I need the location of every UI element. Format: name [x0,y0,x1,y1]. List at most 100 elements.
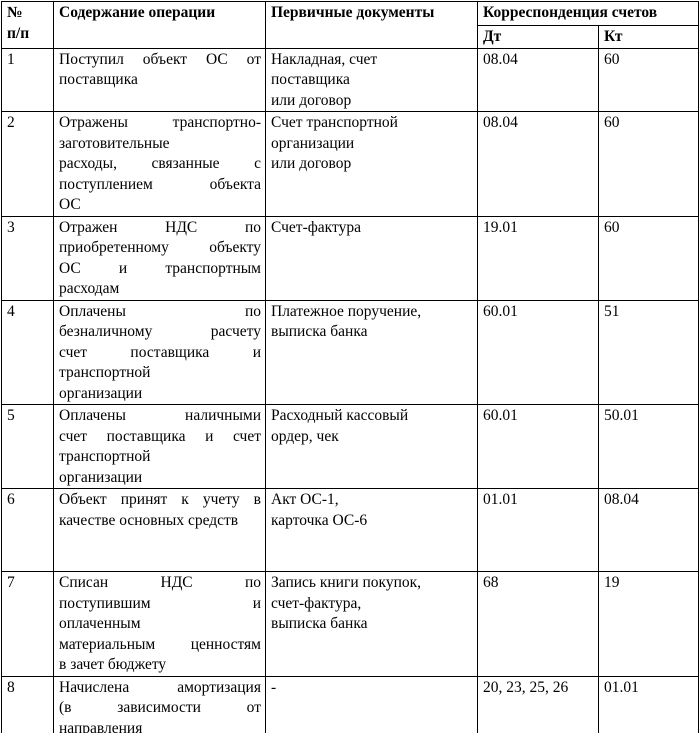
text-line: поставщика [59,71,138,88]
credit-account: 60 [597,111,700,217]
header-correspondence: Корреспонденция счетов [476,1,700,26]
credit-account: 60 [597,215,700,301]
debit-account: 60.01 [477,299,599,405]
header-documents: Первичные документы [265,1,478,49]
text-line: 01.01 [483,491,518,508]
text-line: материальным ценностям [59,635,261,653]
table-row: 1 Поступил объект ОС от поставщика Накладна… [1,47,700,112]
text-line: ОС [59,196,81,213]
text-line: Списан НДС по [59,574,261,591]
text-line: счет поставщика и счет [59,427,261,445]
text-line: 2 [7,114,15,131]
table-row: 7 Списан НДС по поступившим и оплаченным мат… [1,571,700,677]
debit-account: 60.01 [477,404,599,489]
primary-documents: - [265,675,478,733]
row-number: 1 [1,47,54,112]
text-line: 08.04 [483,50,518,68]
text-line: Поступил объект ОС от [59,50,261,68]
text-line: Накладная, счет [271,50,378,68]
primary-documents: Акт ОС-1, карточка ОС-6 [265,488,478,572]
text-line: 60 [604,114,620,131]
debit-account: 20, 23, 25, 26 [477,675,599,733]
row-number: 8 [1,675,54,733]
credit-account: 50.01 [597,404,700,489]
text-line: 8 [7,678,15,696]
text-line: оплаченным [59,615,141,632]
row-number: 2 [1,111,54,217]
text-line: 60.01 [483,302,518,320]
row-number: 6 [1,488,54,572]
text-line: 01.01 [604,678,639,696]
text-line: Счет-фактура [271,218,361,236]
text-line: № [7,4,23,21]
text-line: ордер, чек [271,427,339,445]
operation-content: Отражены транспортно-заготовительные расх… [53,111,266,217]
text-line: 7 [7,574,15,591]
debit-account: 01.01 [477,488,599,572]
text-line: или договор [271,91,352,109]
text-line: - [271,678,277,696]
primary-documents: Платежное поручение, выписка банка [265,299,478,405]
operation-content: Списан НДС по поступившим и оплаченным мате… [53,571,266,677]
debit-account: 68 [477,571,599,677]
header-debit: Дт [477,25,599,49]
text-line: качестве основных средств [59,511,239,529]
text-line: расходы, связанные с [59,155,261,172]
text-line: заготовительные [59,134,170,152]
row-number: 3 [1,215,54,301]
text-line: 50.01 [604,407,639,424]
table-row: 2 Отражены транспортно-заготовительные рас… [1,111,700,217]
text-line: поступившим и [59,594,261,612]
text-line: (в зависимости от [59,699,261,716]
text-line: в зачет бюджету [59,656,167,673]
text-line: поставщика [271,71,350,88]
text-line: организации [271,134,355,152]
header-credit: Кт [597,25,700,49]
text-line: 1 [7,50,15,68]
primary-documents: Счет-фактура [265,215,478,301]
text-line: ОС и транспортным [59,259,261,277]
text-line: транспортной [59,448,151,465]
text-line: Акт ОС-1, [271,491,339,508]
credit-account: 01.01 [597,675,700,733]
text-line: 5 [7,407,15,424]
table-row: 5 Оплачены наличными счет поставщика и сче… [1,404,700,489]
credit-account: 08.04 [597,488,700,572]
text-line: Расходный кассовый [271,407,409,424]
text-line: 19 [604,574,620,591]
primary-documents: Счет транспортной организации или договор [265,111,478,217]
operation-content: Объект принят к учету в качестве основных… [53,488,266,572]
text-line: карточка ОС-6 [271,511,368,529]
text-line: 6 [7,491,15,508]
row-number: 7 [1,571,54,677]
debit-account: 19.01 [477,215,599,301]
text-line: счет поставщика и [59,343,261,361]
text-line: п/п [7,24,30,42]
table-row: 3 Отражен НДС по приобретенному объекту ОС … [1,215,700,301]
operation-content: Начислена амортизация (в зависимости от на… [53,675,266,733]
text-line: Платежное поручение, [271,302,422,320]
text-line: 4 [7,302,15,320]
text-line: 60.01 [483,407,518,424]
operation-content: Отражен НДС по приобретенному объекту ОС и… [53,215,266,301]
text-line: безналичному расчету [59,323,261,340]
header-content: Содержание операции [53,1,266,49]
text-line: поступлением объекта [59,175,261,193]
primary-documents: Расходный кассовый ордер, чек [265,404,478,489]
text-line: 68 [483,574,499,591]
operation-content: Оплачены по безналичному расчету счет пост… [53,299,266,405]
credit-account: 51 [597,299,700,405]
text-line: выписка банка [271,323,368,340]
text-line: направления [59,719,143,733]
text-line: 51 [604,302,620,320]
credit-account: 19 [597,571,700,677]
primary-documents: Запись книги покупок, счет-фактура, выпис… [265,571,478,677]
operation-content: Поступил объект ОС от поставщика [53,47,266,112]
primary-documents: Накладная, счет поставщика или договор [265,47,478,112]
table-row: 8 Начислена амортизация (в зависимости от н… [1,675,700,733]
text-line: Оплачены по [59,302,261,320]
text-line: Начислена амортизация [59,678,261,696]
text-line: приобретенному объекту [59,239,261,256]
credit-account: 60 [597,47,700,112]
